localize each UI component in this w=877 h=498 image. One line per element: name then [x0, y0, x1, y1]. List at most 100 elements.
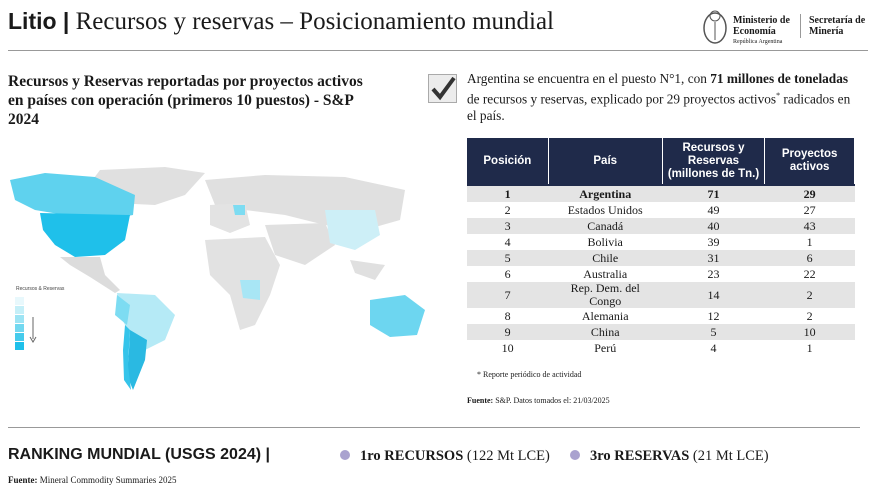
table-cell: Bolivia: [587, 234, 623, 249]
table-cell: Canadá: [548, 218, 663, 234]
canada: [10, 173, 135, 220]
summary-text: de recursos y reservas, explicado por 29…: [467, 91, 777, 107]
germany: [233, 205, 245, 215]
table-cell: 2: [806, 308, 813, 323]
table-cell: 4: [504, 234, 511, 249]
table-cell: China: [548, 324, 663, 340]
table-cell: 7: [467, 282, 549, 308]
table-cell: 1: [806, 340, 813, 355]
table-cell: 39: [707, 234, 720, 249]
table-cell: Rep. Dem. del Congo: [548, 282, 663, 308]
table-cell: 6: [504, 266, 511, 281]
column-header: Posición: [467, 138, 549, 185]
country: República Argentina: [733, 39, 783, 45]
table-cell: 5: [467, 250, 549, 266]
summary: Argentina se encuentra en el puesto N°1,…: [467, 70, 857, 124]
column-header: Recursos y Reservas (millones de Tn.): [662, 138, 766, 185]
ministry: Ministerio de Economía: [733, 15, 790, 37]
table-row: 3 Canadá 40 43: [467, 218, 855, 234]
table-cell: 29: [764, 184, 855, 202]
table-cell: 10: [501, 340, 514, 355]
table-cell: 9: [467, 324, 549, 340]
table-header: Posición País Recursos y Reservas (millone…: [467, 138, 855, 185]
usa: [40, 213, 130, 257]
indonesia: [350, 260, 385, 280]
table-row: 8 Alemania 12 2: [467, 308, 855, 324]
title: Litio | Recursos y reservas – Posicionam…: [8, 8, 554, 36]
legend-scale: [15, 297, 37, 350]
ranking-source: Fuente: Mineral Commodity Summaries 2025: [8, 475, 177, 485]
ranking-item: 1ro RECURSOS (122 Mt LCE): [340, 448, 550, 465]
table-cell: 4: [710, 340, 717, 355]
table-cell: 3: [467, 218, 549, 234]
central-america: [60, 257, 120, 293]
table-cell: 2: [764, 282, 855, 308]
source-text: S&P. Datos tomados el: 21/03/2025: [495, 396, 610, 405]
ranking-bold: 3ro RESERVAS: [590, 448, 690, 464]
header-rule: [8, 50, 868, 51]
summary-mark: *: [776, 91, 781, 100]
table-cell: 2: [504, 202, 511, 217]
summary-text: Argentina se encuentra en el puesto N°1,…: [467, 71, 707, 86]
table-cell: Chile: [548, 250, 663, 266]
middle-asia: [265, 223, 335, 265]
table-cell: 27: [803, 202, 816, 217]
table-row: 6 Australia 23 22: [467, 266, 855, 282]
argentina: [127, 330, 147, 390]
table-cell: 71: [662, 184, 765, 202]
check-icon: [428, 74, 457, 103]
source-text: Mineral Commodity Summaries 2025: [39, 475, 177, 485]
table-cell: 1: [806, 234, 813, 249]
chile: [123, 325, 131, 390]
source-label: Fuente:: [467, 396, 494, 405]
table-cell: 23: [707, 266, 720, 281]
table-row: 7 Rep. Dem. del Congo 14 2: [467, 282, 855, 308]
summary-bold: 71 millones de toneladas: [710, 71, 849, 86]
table-cell: 43: [764, 218, 855, 234]
table-cell: Perú: [594, 340, 617, 355]
table-cell: 1: [467, 184, 549, 202]
table-row: 9 China 5 10: [467, 324, 855, 340]
table-cell: 5: [662, 324, 765, 340]
ranking-table: Posición País Recursos y Reservas (millone…: [467, 138, 855, 356]
world-map: [10, 167, 425, 390]
peru: [115, 295, 130, 325]
ranking-bold: 1ro RECURSOS: [360, 448, 464, 464]
map-heading: Recursos y Reservas reportadas por proye…: [8, 73, 363, 128]
table-row: 10 Perú 4 1: [467, 340, 855, 356]
column-header: País: [548, 138, 663, 185]
title-text: Recursos y reservas – Posicionamiento mu…: [75, 8, 555, 35]
summary-text: radicados en el país.: [467, 91, 851, 124]
table-cell: 31: [662, 250, 765, 266]
table-cell: Argentina: [548, 184, 663, 202]
table-row: 5 Chile 31 6: [467, 250, 855, 266]
logo-divider: [800, 14, 801, 38]
title-bold: Litio |: [8, 8, 70, 34]
table-cell: 40: [662, 218, 765, 234]
ranking-text: (21 Mt LCE): [692, 448, 769, 464]
australia: [370, 295, 425, 337]
table-cell: 49: [707, 202, 720, 217]
bullet: [340, 450, 350, 460]
china: [325, 210, 380, 250]
table-cell: Australia: [583, 266, 628, 281]
emblem: [703, 10, 727, 44]
table-row: 2 Estados Unidos 49 27: [467, 202, 855, 218]
ranking-title: RANKING MUNDIAL (USGS 2024) |: [8, 446, 270, 463]
logo-ministry: Ministerio de Economía República Argentin…: [733, 15, 798, 48]
bullet: [570, 450, 580, 460]
source-label: Fuente:: [8, 475, 38, 485]
congo: [240, 280, 260, 300]
table-cell: 8: [504, 308, 511, 323]
table-row: 1 Argentina 71 29: [467, 184, 855, 202]
column-header: Proyectos activos: [764, 138, 855, 185]
table-cell: 12: [707, 308, 720, 323]
table-source: Fuente: S&P. Datos tomados el: 21/03/202…: [467, 396, 610, 405]
legend-title: Recursos & Reservas: [16, 286, 65, 292]
table-cell: 6: [764, 250, 855, 266]
ranking-item: 3ro RESERVAS (21 Mt LCE): [570, 448, 769, 465]
table-cell: 22: [803, 266, 816, 281]
secretariat: Secretaría de Minería: [809, 15, 866, 37]
table-row: 4 Bolivia 39 1: [467, 234, 855, 250]
